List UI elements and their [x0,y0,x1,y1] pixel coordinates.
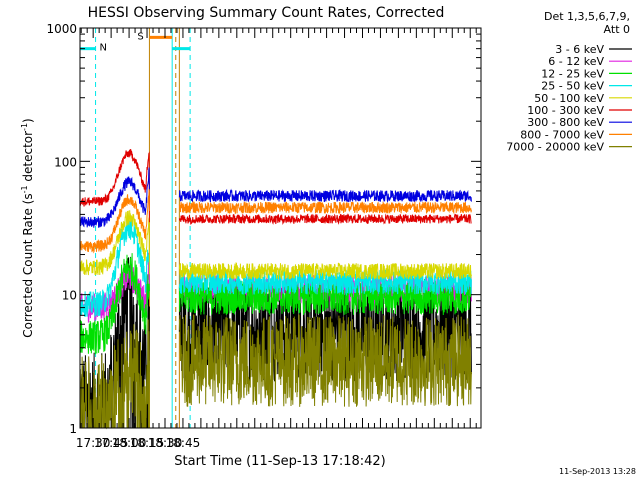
series-layer [79,148,472,430]
series-line [79,210,150,276]
x-tick-label: 18:00 [112,436,147,450]
y-tick-label: 100 [54,155,77,169]
legend-item-label: 25 - 50 keV [541,80,604,93]
night-label: N [100,43,107,54]
series-line [178,277,472,382]
legend-item-label: 12 - 25 keV [541,67,604,80]
series-line [79,167,150,228]
y-tick-label: 1000 [46,22,77,36]
series-line [178,188,472,204]
y-axis-label-sup1: -1 [20,185,29,193]
plot-frame [79,27,482,429]
y-tick-label: 1 [69,422,77,436]
y-axis-label: Corrected Count Rate (s-1 detector-1) [20,118,35,337]
y-axis-label-mid: detector [21,131,35,186]
legend-header-line2: Att 0 [604,23,630,36]
legend-item-label: 800 - 7000 keV [520,128,604,141]
series-line [178,213,472,226]
legend-header-line1: Det 1,3,5,6,7,9, [544,10,630,23]
series-line [79,148,150,223]
y-axis: 1 10 100 1000 [46,22,481,436]
x-tick-label: 17:30 [76,436,111,450]
x-tick-label: 18:45 [166,436,201,450]
x-tick-label: 17:45 [94,436,129,450]
x-tick-label: 18:30 [148,436,183,450]
series-line [79,253,150,355]
series-line [79,215,150,318]
legend-item-label: 7000 - 20000 keV [506,141,604,154]
y-axis-label-main: Corrected Count Rate (s [21,193,35,337]
legend-item-label: 300 - 800 keV [527,116,604,129]
series-line [79,189,150,254]
markers: NS [80,28,191,428]
series-line [178,280,472,316]
series-line [178,314,472,407]
series-line [178,200,472,215]
legend-item-label: 100 - 300 keV [527,104,604,117]
series-line [178,261,472,281]
y-tick-label: 10 [62,289,77,303]
y-axis-label-end: ) [21,118,35,123]
legend-item-label: 3 - 6 keV [555,43,604,56]
timestamp: 11-Sep-2013 13:28 [559,467,636,476]
legend-item-label: 50 - 100 keV [534,92,604,105]
legend-item-label: 6 - 12 keV [548,55,604,68]
x-tick-label: 18:15 [130,436,165,450]
saa-label: S [137,31,143,42]
y-axis-label-sup2: -1 [20,123,29,131]
chart-title: HESSI Observing Summary Count Rates, Cor… [88,5,445,21]
x-axis-label: Start Time (11-Sep-13 17:18:42) [174,454,385,469]
